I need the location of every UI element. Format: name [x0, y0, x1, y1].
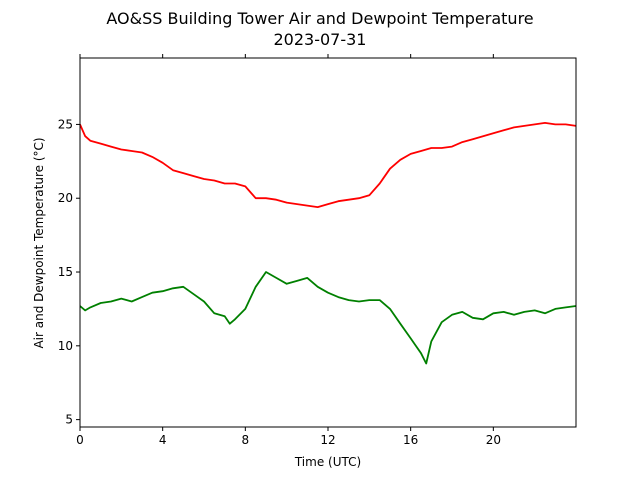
x-tick-label: 0	[76, 433, 84, 447]
y-tick-label: 15	[58, 265, 73, 279]
y-tick-label: 10	[58, 339, 73, 353]
y-tick-label: 5	[65, 413, 73, 427]
y-tick-label: 25	[58, 117, 73, 131]
series-line-0	[79, 122, 577, 208]
x-tick-label: 16	[403, 433, 418, 447]
plot-area: 0 4 8 12 16 20 5 10 15 20 25	[58, 54, 577, 447]
y-axis-label: Air and Dewpoint Temperature (°C)	[32, 137, 46, 348]
x-axis-label: Time (UTC)	[294, 455, 361, 469]
chart-title: AO&SS Building Tower Air and Dewpoint Te…	[106, 9, 533, 28]
series-line-1	[79, 271, 577, 365]
chart-subtitle: 2023-07-31	[274, 30, 367, 49]
x-tick-label: 12	[320, 433, 335, 447]
x-tick-label: 20	[486, 433, 501, 447]
x-tick-label: 4	[159, 433, 167, 447]
x-tick-label: 8	[242, 433, 250, 447]
y-tick-label: 20	[58, 191, 73, 205]
